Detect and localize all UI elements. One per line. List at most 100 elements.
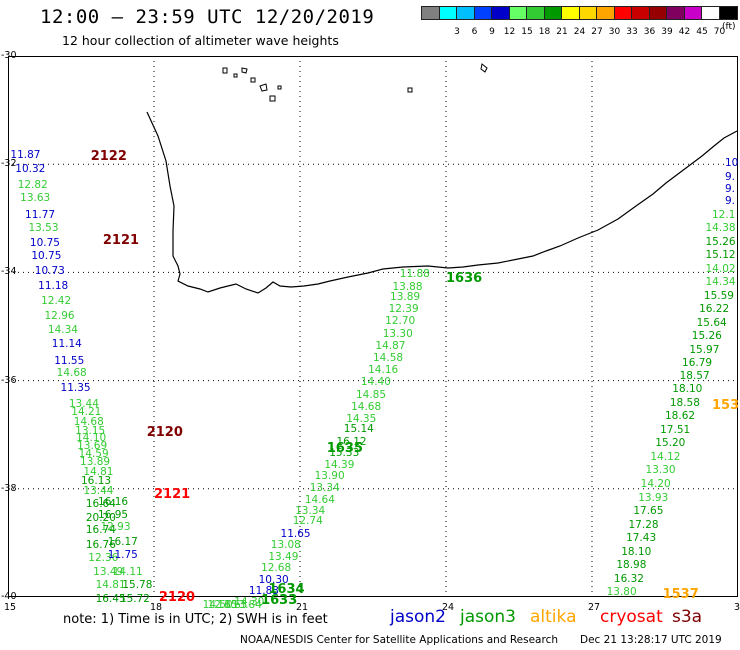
wave-height-value: 14.68 [351,402,381,413]
wave-height-value: 12.1 [712,210,735,221]
pass-time-label: 2122 [91,150,127,163]
wave-height-value: 15.14 [344,424,374,435]
latitude-label: -36 [1,375,17,386]
credit-text: NOAA/NESDIS Center for Satellite Applica… [240,634,558,646]
pass-time-label: 2120 [159,591,195,604]
wave-height-value: 11.87 [10,150,40,161]
wave-height-value: 11.18 [38,281,68,292]
scale-swatch [561,6,580,20]
wave-height-value: 15.97 [689,345,719,356]
wave-height-value: 17.51 [660,425,690,436]
scale-swatch [596,6,615,20]
wave-height-value: 17.28 [629,520,659,531]
wave-height-value: 14.11 [113,567,143,578]
pass-time-label: 1636 [446,272,482,285]
wave-height-value: 17.65 [633,506,663,517]
wave-height-value: 14.16 [368,365,398,376]
wave-height-value: 13.34 [310,483,340,494]
wave-height-value: 13.93 [638,493,668,504]
wave-height-value: 12.70 [385,316,415,327]
wave-height-value: 14.50 [203,600,233,611]
scale-swatch [421,6,440,20]
wave-height-value: 18.10 [621,547,651,558]
wave-height-value: 12.39 [389,304,419,315]
wave-height-value: 14.02 [706,264,736,275]
legend-jason3: jason3 [460,607,516,627]
wave-height-value: 15.20 [655,438,685,449]
wave-height-value: 9. [725,196,735,207]
wave-height-value: 11.77 [25,210,55,221]
wave-height-value: 13.30 [383,329,413,340]
wave-height-value: 14.34 [48,325,78,336]
wave-height-value: 12.96 [45,311,75,322]
wave-height-value: 11.14 [52,339,82,350]
scale-swatch [649,6,668,20]
longitude-label: 30 [734,602,740,613]
wave-height-value: 13.44 [83,486,113,497]
pass-time-label: 1536 [712,399,740,412]
wave-height-value: 13.63 [20,193,50,204]
wave-height-value: 12.82 [18,180,48,191]
wave-height-value: 14.40 [361,377,391,388]
wave-height-value: 9. [725,172,735,183]
wave-height-value: 12.42 [41,296,71,307]
wave-height-value: 16.95 [98,510,128,521]
color-scale-legend: 3 6 9 12 15 18 21 24 27 30 33 36 39 42 45 70 [421,6,740,21]
wave-height-value: 13.90 [315,471,345,482]
wave-height-value: 15.78 [122,580,152,591]
pass-time-label: 1633 [261,594,297,607]
wave-height-value: 14.58 [373,353,403,364]
wave-height-value: 14.81 [96,580,126,591]
wave-height-value: 16.74 [86,525,116,536]
wave-height-value: 16.64 [86,499,116,510]
latitude-label: -40 [1,591,17,602]
scale-swatch [439,6,458,20]
wave-height-value: 16.17 [108,537,138,548]
scale-swatch [456,6,475,20]
wave-height-value: 10.73 [35,266,65,277]
scale-swatch [701,6,720,20]
legend-altika: altika [530,607,577,627]
wave-height-value: 14.87 [375,341,405,352]
latitude-label: -34 [1,266,17,277]
scale-swatch [614,6,633,20]
wave-height-value: 13.30 [646,465,676,476]
wave-height-value: 17.43 [626,533,656,544]
wave-height-value: 14.85 [356,390,386,401]
wave-height-value: 15.12 [706,250,736,261]
legend-s3a: s3a [672,607,702,627]
wave-height-value: 15.26 [706,237,736,248]
page-subtitle: 12 hour collection of altimeter wave hei… [62,33,339,48]
wave-height-value: 16.32 [614,574,644,585]
wave-height-value: 18.10 [672,384,702,395]
wave-height-value: 13.53 [28,223,58,234]
scale-swatch [526,6,545,20]
wave-height-value: 13.89 [390,292,420,303]
scale-swatch [631,6,650,20]
wave-height-value: 18.62 [665,411,695,422]
scale-swatch [579,6,598,20]
wave-height-value: 18.98 [616,560,646,571]
wave-height-value: 16.22 [699,304,729,315]
wave-height-value: 18.58 [670,398,700,409]
wave-height-value: 14.34 [706,277,736,288]
longitude-label: 15 [4,602,16,613]
wave-height-value: 15.59 [704,291,734,302]
wave-height-value: 18.57 [680,371,710,382]
pass-time-label: 2121 [103,234,139,247]
wave-height-value: 14.39 [324,460,354,471]
wave-height-value: 14.12 [650,452,680,463]
scale-swatch [719,6,738,20]
scale-swatch [684,6,703,20]
wave-height-value: 12.74 [293,516,323,527]
scale-swatch [666,6,685,20]
wave-height-value: 15.72 [120,594,150,605]
pass-time-label: 1635 [327,442,363,455]
wave-height-value: 14.64 [305,495,335,506]
wave-height-value: 11.75 [108,550,138,561]
wave-height-value: 15.26 [692,331,722,342]
pass-time-label: 2120 [147,426,183,439]
wave-height-value: 10.75 [31,251,61,262]
wave-height-value: 11.65 [281,529,311,540]
latitude-label: -30 [1,50,17,61]
